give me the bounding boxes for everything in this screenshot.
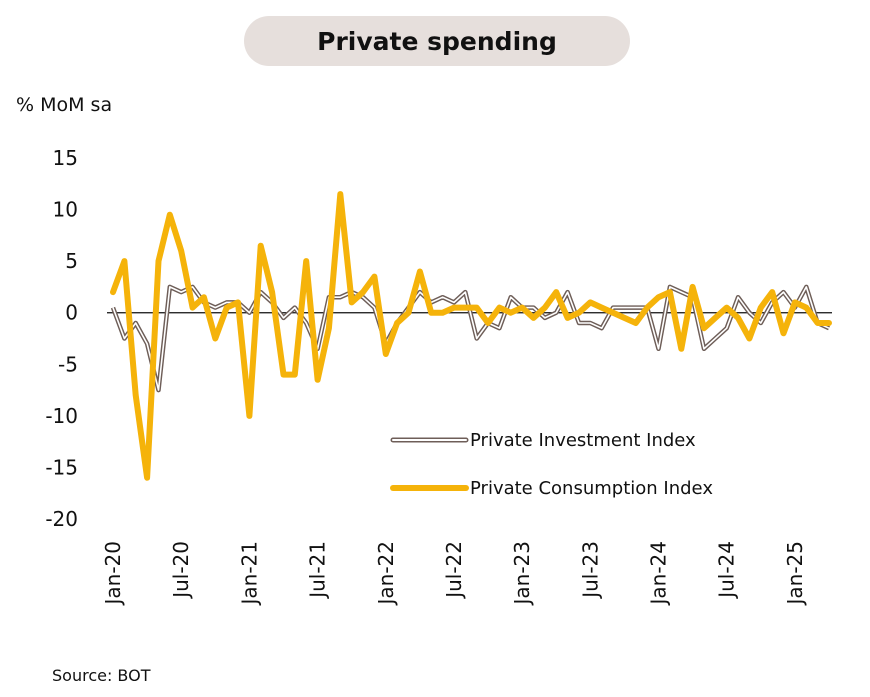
y-tick-label: -10 (45, 404, 78, 428)
chart-title: Private spending (244, 16, 630, 66)
x-axis-ticks: Jan-20 Jul-20 Jan-21 Jul-21 Jan-22 Jul-22 Jan-… (101, 541, 807, 607)
y-axis-ticks: 15 10 5 0 -5 -10 -15 -20 (45, 146, 78, 531)
source-note: Source: BOT (52, 666, 151, 685)
x-tick-label: Jul-20 (169, 541, 193, 600)
series-line-investment-inner (112, 286, 830, 391)
series-layer (110, 191, 832, 481)
legend-label-investment: Private Investment Index (470, 430, 696, 451)
legend: Private Investment Index Private Consump… (390, 430, 713, 499)
y-tick-label: -5 (58, 352, 78, 376)
y-tick-label: 15 (53, 146, 78, 170)
x-tick-label: Jan-22 (374, 541, 398, 607)
y-tick-label: -20 (45, 507, 78, 531)
x-tick-label: Jul-22 (442, 541, 466, 600)
series-line-consumption (110, 191, 832, 481)
series-line-investment (110, 284, 830, 393)
x-tick-label: Jul-24 (715, 541, 739, 600)
x-tick-label: Jan-23 (510, 541, 534, 607)
x-tick-label: Jan-25 (783, 541, 807, 607)
x-tick-label: Jan-20 (101, 541, 125, 607)
y-axis-unit-label: % MoM sa (16, 94, 113, 116)
legend-label-consumption: Private Consumption Index (470, 478, 713, 499)
x-tick-label: Jul-23 (578, 541, 602, 600)
y-tick-label: 0 (65, 301, 78, 325)
x-tick-label: Jan-21 (237, 541, 261, 607)
x-tick-label: Jul-21 (306, 541, 330, 600)
y-tick-label: -15 (45, 455, 78, 479)
y-tick-label: 5 (65, 249, 78, 273)
y-tick-label: 10 (53, 198, 78, 222)
x-tick-label: Jan-24 (647, 541, 671, 607)
